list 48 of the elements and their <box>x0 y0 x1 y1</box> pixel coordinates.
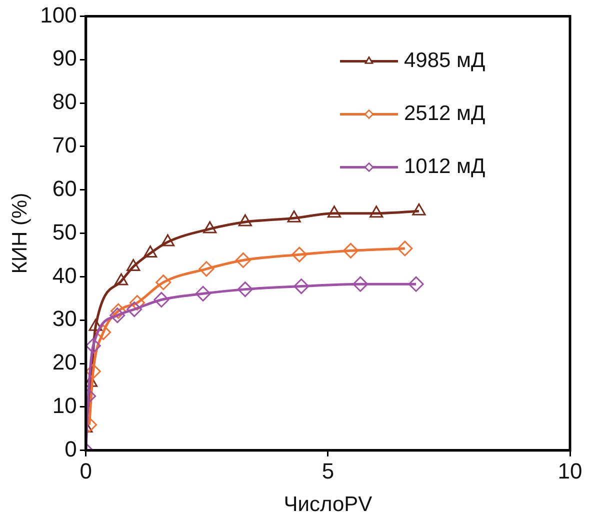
y-tick-label: 40 <box>52 262 77 288</box>
y-tick-label: 30 <box>52 306 77 332</box>
point <box>370 206 384 218</box>
point <box>352 276 368 292</box>
y-tick-label: 10 <box>52 393 77 418</box>
y-axis-title: КИН (%) <box>8 192 32 274</box>
y-tick-label: 50 <box>52 219 77 244</box>
y-tick-label: 0 <box>64 436 77 462</box>
point <box>292 246 308 262</box>
x-tick-label: 5 <box>322 458 334 484</box>
y-tick-label: 90 <box>52 46 77 71</box>
point <box>238 214 252 226</box>
point <box>397 240 413 256</box>
point <box>294 278 310 294</box>
x-axis-title: ЧислоPV <box>284 493 372 516</box>
y-tick-label: 100 <box>40 2 77 28</box>
legend-label: 2512 мД <box>404 102 486 125</box>
y-tick-label: 60 <box>52 176 77 201</box>
point <box>327 206 342 218</box>
point <box>342 242 358 258</box>
legend-label: 1012 мД <box>404 154 486 178</box>
point <box>237 282 253 298</box>
point <box>143 246 158 258</box>
point <box>156 274 172 290</box>
point <box>287 210 301 222</box>
y-tick-label: 80 <box>52 89 77 114</box>
x-tick-label: 10 <box>558 458 582 484</box>
point <box>129 295 145 311</box>
point <box>114 273 128 286</box>
point <box>126 302 142 318</box>
point <box>203 221 217 234</box>
point <box>195 286 211 302</box>
point <box>160 234 175 246</box>
point <box>235 252 251 268</box>
point <box>86 338 101 354</box>
point <box>198 261 214 277</box>
y-tick-label: 70 <box>52 132 77 158</box>
point <box>154 292 170 308</box>
point <box>408 276 424 292</box>
legend-label: 4985 мД <box>404 48 486 72</box>
point <box>110 308 126 324</box>
x-tick-label: 0 <box>80 458 92 484</box>
point <box>126 258 140 271</box>
y-tick-label: 20 <box>52 350 77 375</box>
point <box>412 203 426 216</box>
point <box>86 364 101 380</box>
point <box>96 324 112 340</box>
point <box>110 303 126 319</box>
